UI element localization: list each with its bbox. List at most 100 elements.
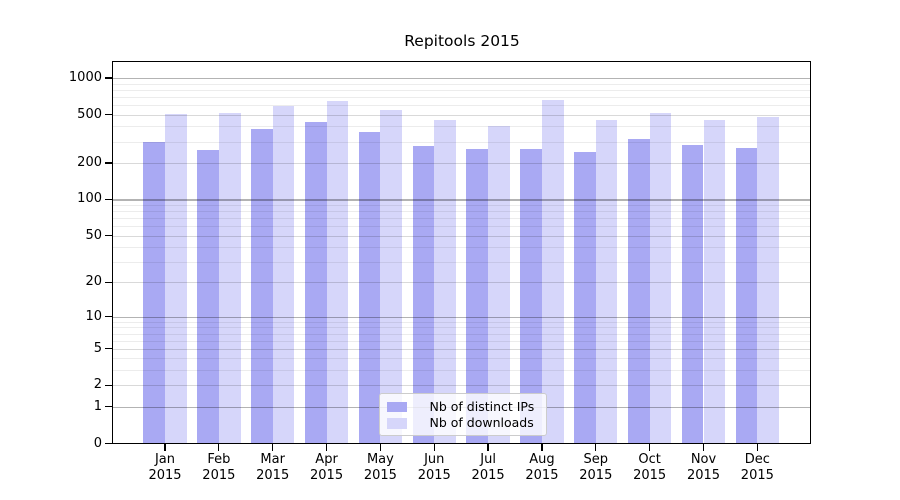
bar-distinct-ips-may xyxy=(358,131,381,444)
chart-title: Repitools 2015 xyxy=(404,32,520,50)
minor-gridline xyxy=(112,105,811,107)
y-tick-label: 200 xyxy=(77,154,102,170)
bar-distinct-ips-sep xyxy=(574,151,596,444)
x-tick xyxy=(218,443,220,451)
bar-distinct-ips-nov xyxy=(681,144,704,444)
minor-gridline xyxy=(112,340,811,342)
x-tick xyxy=(756,443,758,451)
x-tick xyxy=(164,443,166,451)
y-tick-label: 0 xyxy=(93,435,102,451)
x-tick-label: Oct 2015 xyxy=(633,452,667,483)
x-tick xyxy=(649,443,651,451)
bar-downloads-may xyxy=(380,110,403,444)
minor-gridline xyxy=(112,358,811,360)
x-tick-label: Jun 2015 xyxy=(417,452,451,483)
y-tick xyxy=(105,234,112,237)
bar-distinct-ips-oct xyxy=(627,139,650,444)
minor-gridline xyxy=(112,333,811,335)
y-tick xyxy=(105,384,112,387)
bar-downloads-feb xyxy=(218,113,241,444)
minor-gridline xyxy=(112,89,811,91)
bar-downloads-sep xyxy=(595,119,618,444)
gridline xyxy=(112,114,811,116)
bar-downloads-jun xyxy=(434,119,456,444)
legend-swatch-downloads xyxy=(386,418,407,429)
x-tick xyxy=(379,443,382,451)
x-tick-label: Dec 2015 xyxy=(740,452,774,483)
x-tick-label: Mar 2015 xyxy=(256,452,290,483)
minor-gridline xyxy=(112,126,811,128)
gridline xyxy=(112,348,811,350)
legend-item-distinct-ips: Nb of distinct IPs xyxy=(386,398,539,416)
x-tick xyxy=(325,443,328,451)
y-tick xyxy=(105,406,112,408)
x-tick xyxy=(433,443,435,451)
y-tick-label: 2 xyxy=(93,377,102,393)
y-tick-label: 500 xyxy=(77,106,102,122)
bar-distinct-ips-jan xyxy=(143,141,165,444)
bar-downloads-oct xyxy=(649,113,672,444)
bar-distinct-ips-jul xyxy=(466,148,489,444)
x-tick xyxy=(595,443,597,451)
major-gridline xyxy=(112,316,811,318)
legend-swatch-distinct-ips xyxy=(386,401,407,412)
gridline xyxy=(112,282,811,284)
minor-gridline xyxy=(112,370,811,372)
bar-distinct-ips-dec xyxy=(735,148,758,444)
bar-downloads-jul xyxy=(488,125,510,444)
bar-downloads-aug xyxy=(541,100,564,444)
y-tick xyxy=(105,162,112,164)
y-tick xyxy=(105,114,112,116)
bar-distinct-ips-aug xyxy=(520,148,542,444)
legend-label-distinct-ips: Nb of distinct IPs xyxy=(429,398,535,414)
x-tick xyxy=(541,443,543,451)
minor-gridline xyxy=(112,226,811,228)
y-tick xyxy=(105,198,112,201)
y-tick-label: 100 xyxy=(77,191,102,207)
bar-downloads-nov xyxy=(703,119,726,444)
minor-gridline xyxy=(112,247,811,249)
minor-gridline xyxy=(112,321,811,323)
bar-distinct-ips-apr xyxy=(304,122,327,444)
minor-gridline xyxy=(112,96,811,98)
bar-distinct-ips-mar xyxy=(251,128,273,444)
y-tick xyxy=(105,442,112,445)
gridline xyxy=(112,235,811,237)
legend-label-downloads: Nb of downloads xyxy=(429,415,534,431)
y-tick xyxy=(105,281,112,284)
minor-gridline xyxy=(112,327,811,329)
minor-gridline xyxy=(112,261,811,263)
x-tick-label: Feb 2015 xyxy=(202,452,236,483)
x-tick-label: Apr 2015 xyxy=(310,452,344,483)
minor-gridline xyxy=(112,83,811,85)
y-tick xyxy=(105,316,112,318)
x-tick-label: Aug 2015 xyxy=(525,452,559,483)
y-tick-label: 1 xyxy=(93,398,102,414)
y-tick-label: 10 xyxy=(85,308,102,324)
y-tick-label: 1000 xyxy=(68,70,102,86)
major-gridline xyxy=(112,199,811,201)
bar-downloads-mar xyxy=(272,106,295,444)
legend-item-downloads: Nb of downloads xyxy=(386,415,539,432)
bar-downloads-jan xyxy=(165,114,187,444)
x-tick xyxy=(272,443,274,451)
y-tick-label: 50 xyxy=(85,227,102,243)
bar-distinct-ips-feb xyxy=(197,149,219,444)
y-tick xyxy=(105,348,112,350)
x-tick-label: Jul 2015 xyxy=(471,452,505,483)
minor-gridline xyxy=(112,141,811,143)
gridline xyxy=(112,162,811,164)
major-gridline xyxy=(112,78,811,80)
x-tick xyxy=(487,443,489,451)
y-tick xyxy=(105,77,112,79)
y-tick-label: 20 xyxy=(85,274,102,290)
minor-gridline xyxy=(112,211,811,213)
plot-area xyxy=(112,60,811,444)
x-tick-label: Jan 2015 xyxy=(148,452,182,483)
x-tick-label: Sep 2015 xyxy=(579,452,613,483)
bar-downloads-dec xyxy=(757,116,780,444)
bar-distinct-ips-jun xyxy=(412,146,435,444)
x-tick xyxy=(702,443,705,451)
legend: Nb of distinct IPs Nb of downloads xyxy=(378,392,547,436)
